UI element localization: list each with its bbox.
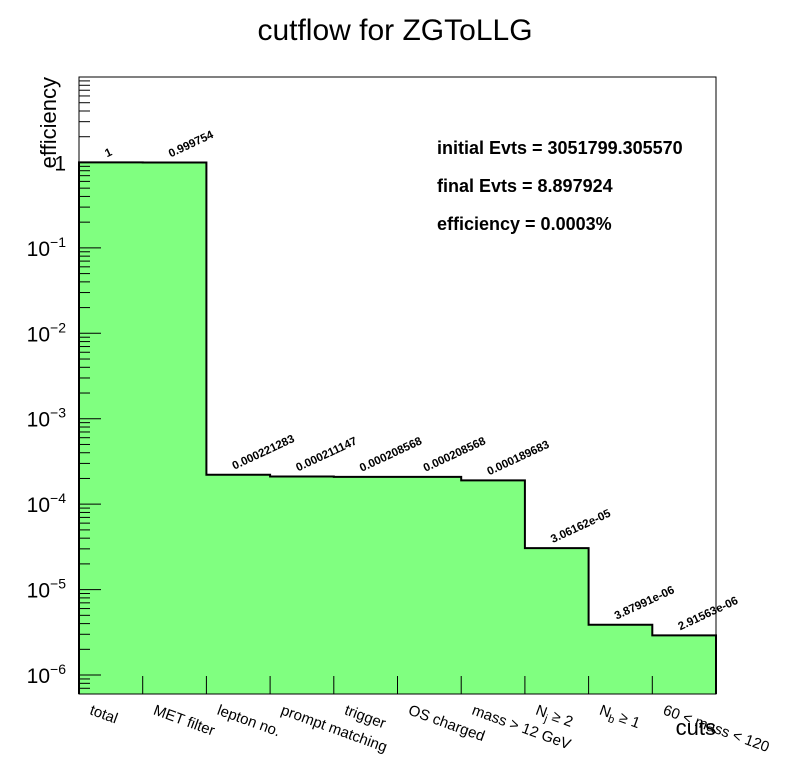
bar-6	[397, 476, 462, 694]
bar-4	[270, 476, 335, 694]
bar-2	[142, 162, 207, 694]
value-label-7: 0.000189683	[485, 439, 551, 478]
bar-3	[206, 474, 271, 694]
y-tick-label-4: 10−3	[27, 405, 67, 432]
stats-box: initial Evts = 3051799.305570 final Evts …	[437, 138, 683, 234]
bar-10	[652, 635, 717, 694]
stat-line-1: initial Evts = 3051799.305570	[437, 138, 683, 158]
histogram-outline	[78, 161, 717, 694]
bar-5	[333, 476, 398, 694]
stat-line-2: final Evts = 8.897924	[437, 176, 613, 196]
chart-title: cutflow for ZGToLLG	[257, 14, 532, 47]
y-tick-label-5: 10−4	[27, 490, 67, 517]
y-axis-title: efficiency	[36, 77, 61, 168]
x-tick-label-3: lepton no.	[215, 702, 283, 741]
y-tick-label-7: 10−6	[27, 661, 67, 688]
y-tick-label-6: 10−5	[27, 576, 67, 603]
value-label-3: 0.000221283	[231, 433, 297, 472]
x-tick-label-1: total	[87, 702, 119, 728]
y-axis: 1 10−1 10−2 10−3 10−4 10−5 10−6	[27, 76, 101, 695]
value-label-2: 0.999754	[167, 129, 216, 160]
value-label-1: 1	[103, 146, 114, 160]
bar-1	[79, 162, 144, 694]
bar-8	[524, 548, 590, 694]
value-label-6: 0.000208568	[422, 435, 488, 475]
bar-7	[461, 480, 526, 694]
y-tick-label-1: 1	[54, 152, 66, 175]
value-label-10: 2.91563e-06	[676, 595, 740, 633]
x-tick-label-2: MET filter	[151, 702, 217, 740]
y-tick-label-2: 10−1	[27, 234, 67, 261]
y-tick-label-3: 10−2	[27, 319, 67, 346]
value-label-5: 0.000208568	[358, 435, 424, 475]
bar-9	[588, 624, 653, 694]
x-axis-title: cuts	[676, 715, 716, 740]
value-label-8: 3.06162e-05	[549, 507, 613, 545]
stat-line-3: efficiency = 0.0003%	[437, 214, 612, 234]
value-label-9: 3.87991e-06	[613, 584, 677, 622]
value-label-4: 0.000211147	[294, 435, 359, 474]
x-tick-label-9: Nb ≥ 1	[596, 702, 642, 735]
histogram-bars	[78, 161, 717, 694]
